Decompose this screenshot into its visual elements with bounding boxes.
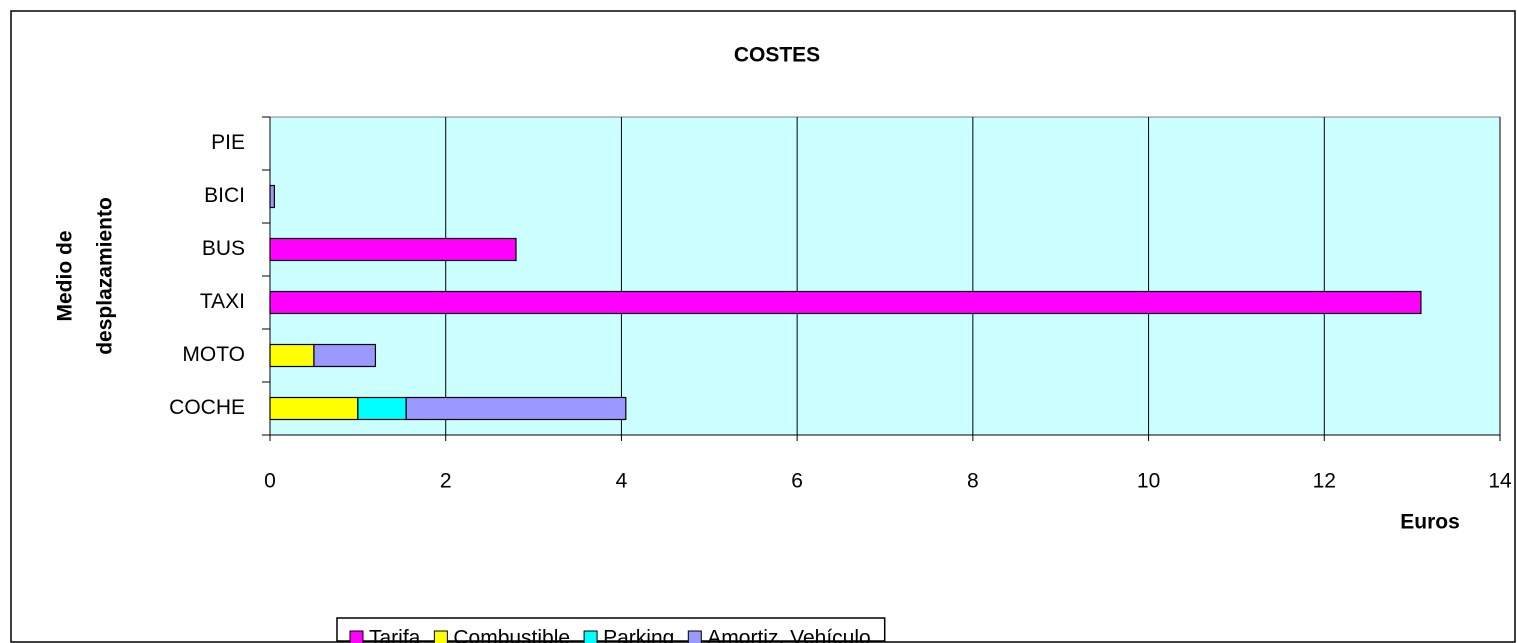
y-tick-label: BUS	[202, 237, 245, 260]
y-tick-label: MOTO	[182, 343, 245, 366]
x-tick-label: 14	[1488, 470, 1512, 493]
y-axis-title-line: desplazamiento	[94, 197, 117, 355]
y-tick-label: COCHE	[169, 396, 245, 419]
y-tick-label: TAXI	[200, 290, 245, 313]
legend-swatch	[349, 630, 364, 643]
x-tick-label: 0	[264, 470, 276, 493]
legend-label: Tarifa	[369, 627, 421, 643]
legend-swatch	[433, 630, 448, 643]
legend-box	[336, 617, 886, 642]
bar-segment	[357, 396, 407, 421]
legend-label: Parking	[603, 627, 674, 643]
legend-label: Combustible	[453, 627, 570, 643]
bar-segment	[269, 343, 315, 368]
y-tick-label: PIE	[211, 131, 245, 154]
x-tick-label: 2	[440, 470, 452, 493]
x-tick-label: 8	[967, 470, 979, 493]
x-axis-title: Euros	[1400, 511, 1460, 534]
bar-segment	[269, 184, 275, 209]
bar-segment	[313, 343, 377, 368]
legend-swatch	[583, 630, 598, 643]
x-tick-label: 4	[616, 470, 628, 493]
chart-title: COSTES	[734, 44, 820, 67]
legend-swatch	[687, 630, 702, 643]
y-tick-label: BICI	[204, 184, 245, 207]
y-axis-title: Medio de desplazamiento	[54, 197, 117, 355]
y-axis-title-line: Medio de	[54, 230, 77, 321]
bar-segment	[269, 396, 359, 421]
bar-segment	[269, 237, 517, 262]
x-tick-label: 10	[1137, 470, 1160, 493]
x-tick-label: 6	[791, 470, 803, 493]
plot-area	[269, 116, 1501, 436]
bar-segment	[269, 290, 1422, 315]
bar-segment	[405, 396, 627, 421]
x-tick-label: 12	[1313, 470, 1336, 493]
legend-label: Amortiz. Vehículo	[707, 627, 870, 643]
